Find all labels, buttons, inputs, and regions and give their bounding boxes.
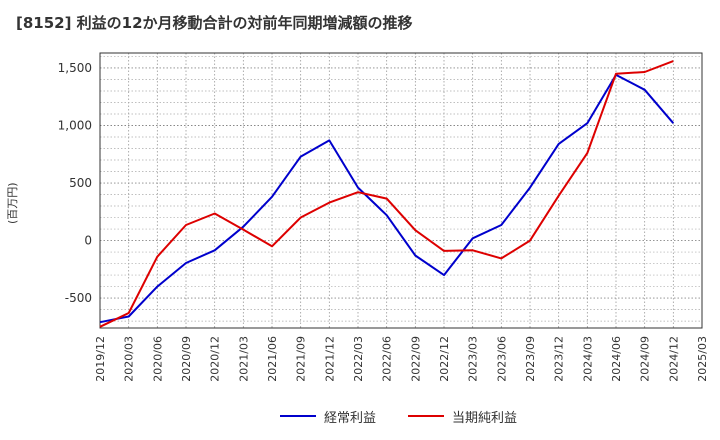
x-tick-label: 2021/03 [237, 336, 250, 382]
x-tick-label: 2022/03 [352, 336, 365, 382]
y-tick-label: 500 [69, 176, 92, 190]
legend-swatch-series-0 [280, 415, 316, 417]
line-chart: 2019/12 2020/03 2020/06 2020/09 2020/12 2021/… [58, 52, 709, 382]
x-tick-label: 2023/09 [524, 336, 537, 382]
x-tick-label: 2024/12 [667, 336, 680, 382]
x-tick-label: 2020/06 [151, 336, 164, 382]
x-tick-label: 2025/03 [696, 336, 709, 382]
x-tick-label: 2021/06 [266, 336, 279, 382]
chart-title: [8152] 利益の12か月移動合計の対前年同期増減額の推移 [16, 14, 413, 32]
x-tick-label: 2019/12 [94, 336, 107, 382]
x-tick-label: 2021/12 [323, 336, 336, 382]
y-tick-label: 1,500 [58, 61, 92, 75]
x-tick-label: 2024/06 [610, 336, 623, 382]
series-line-0 [99, 73, 675, 324]
x-tick-label: 2023/12 [553, 336, 566, 382]
x-tick-label: 2023/03 [467, 336, 480, 382]
plot-border [99, 52, 703, 329]
series-line-1 [99, 60, 674, 328]
y-tick-label: -500 [65, 291, 92, 305]
legend-item-series-0: 経常利益 [280, 404, 376, 428]
x-tick-label: 2022/09 [409, 336, 422, 382]
legend-label-series-0: 経常利益 [324, 410, 377, 426]
x-tick-label: 2024/03 [581, 336, 594, 382]
x-tick-label: 2020/12 [209, 336, 222, 382]
x-tick-label: 2022/06 [381, 336, 394, 382]
legend-item-series-1: 当期純利益 [408, 404, 517, 428]
x-tick-label: 2024/09 [639, 336, 652, 382]
y-tick-label: 1,000 [58, 118, 92, 132]
legend: 経常利益 当期純利益 [0, 404, 720, 428]
legend-label-series-1: 当期純利益 [452, 410, 518, 426]
x-tick-label: 2020/09 [180, 336, 193, 382]
x-tick-label: 2022/12 [438, 336, 451, 382]
legend-swatch-series-1 [408, 415, 444, 417]
y-tick-label: 0 [84, 234, 92, 248]
x-tick-label: 2020/03 [123, 336, 136, 382]
x-tick-label: 2023/06 [495, 336, 508, 382]
x-tick-label: 2021/09 [295, 336, 308, 382]
